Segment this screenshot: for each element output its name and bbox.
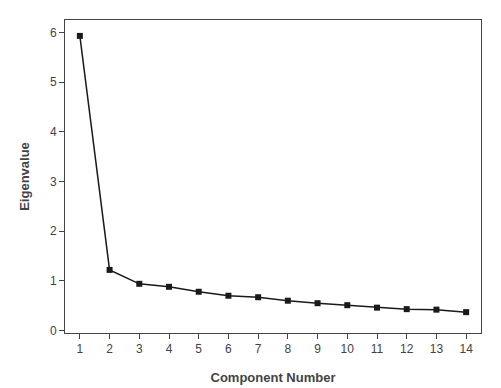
svg-text:9: 9 xyxy=(314,342,321,356)
svg-text:1: 1 xyxy=(77,342,84,356)
svg-text:6: 6 xyxy=(225,342,232,356)
svg-text:10: 10 xyxy=(341,342,355,356)
svg-text:Eigenvalue: Eigenvalue xyxy=(17,142,32,211)
svg-text:11: 11 xyxy=(371,342,384,356)
svg-text:5: 5 xyxy=(50,75,57,89)
svg-text:8: 8 xyxy=(285,342,292,356)
svg-text:Component Number: Component Number xyxy=(211,370,336,385)
svg-text:12: 12 xyxy=(400,342,414,356)
svg-text:13: 13 xyxy=(430,342,444,356)
svg-text:2: 2 xyxy=(50,224,57,238)
svg-text:2: 2 xyxy=(106,342,113,356)
svg-text:3: 3 xyxy=(136,342,143,356)
svg-text:5: 5 xyxy=(195,342,202,356)
svg-text:4: 4 xyxy=(50,125,57,139)
svg-text:1: 1 xyxy=(50,274,57,288)
svg-text:4: 4 xyxy=(166,342,173,356)
svg-text:14: 14 xyxy=(459,342,473,356)
svg-text:0: 0 xyxy=(50,324,57,338)
svg-text:3: 3 xyxy=(50,175,57,189)
svg-text:7: 7 xyxy=(255,342,262,356)
svg-text:6: 6 xyxy=(50,26,57,40)
